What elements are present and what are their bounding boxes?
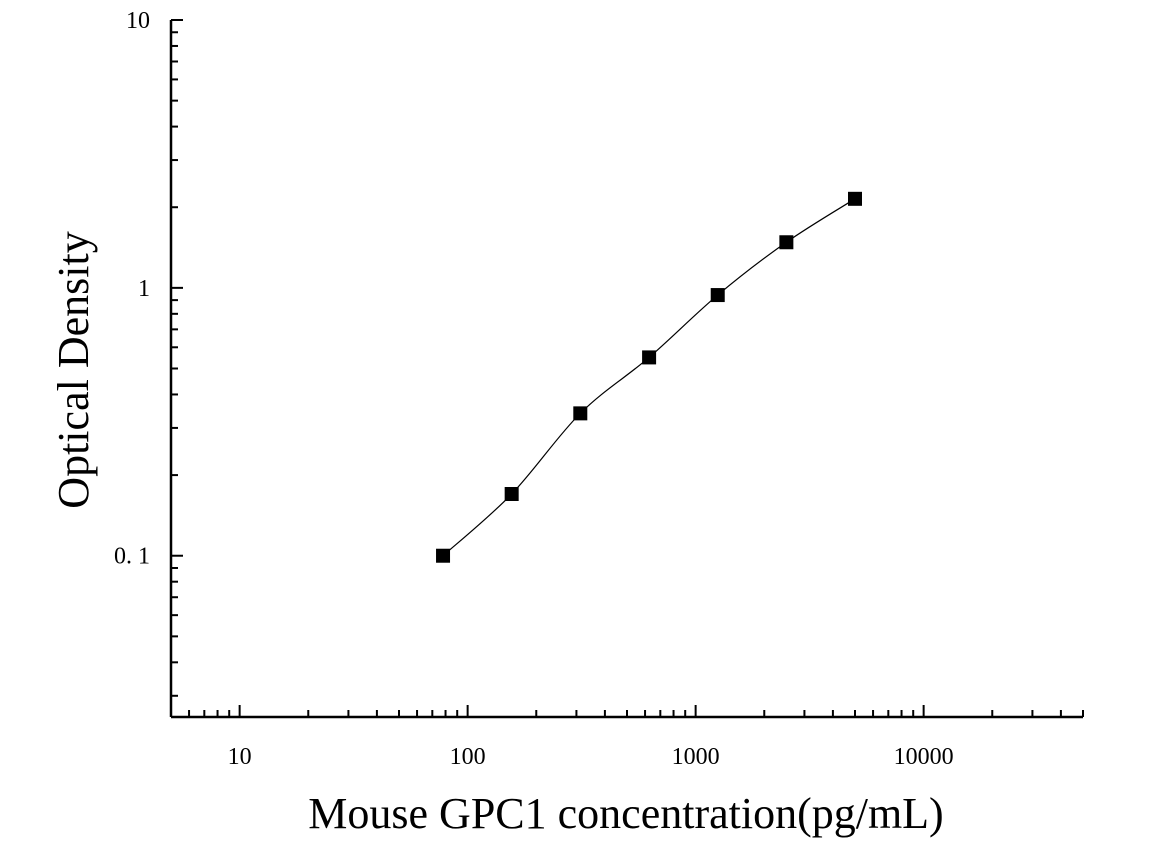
data-point [710,288,725,303]
data-point [848,191,862,206]
data-point [504,487,519,502]
x-tick-label: 10 [228,744,252,770]
y-tick-label: 0. 1 [114,544,150,570]
tick-labels: 10 100 1000 10000 0. 1 1 10 [114,8,954,770]
x-tick-label: 1000 [672,744,720,770]
data-point [573,406,588,421]
data-point [436,548,451,563]
fit-curve [442,198,856,557]
ticks [170,19,1084,717]
x-tick-label: 10000 [894,744,954,770]
data-points [436,191,862,563]
data-point [642,350,657,365]
y-tick-label: 1 [138,276,150,302]
y-tick-label: 10 [126,8,150,34]
data-point [779,235,794,250]
x-tick-label: 100 [450,744,486,770]
y-axis-title: Optical Density [49,231,98,508]
axes [169,20,1083,719]
x-axis-title: Mouse GPC1 concentration(pg/mL) [308,789,943,838]
